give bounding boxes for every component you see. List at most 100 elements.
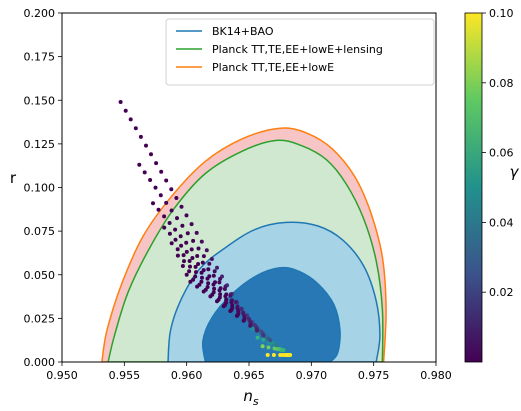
legend: BK14+BAO Planck TT,TE,EE+lowE+lensing Pl… [165, 18, 435, 86]
data-point-line4-10 [229, 300, 234, 305]
data-point-line5-2 [188, 264, 192, 269]
y-tick-label-0-100: 0.100 [24, 182, 56, 195]
colorbar-label: γ [510, 163, 520, 181]
data-point-line1-11 [196, 246, 201, 251]
data-point-line8-13 [274, 343, 279, 348]
y-tick-label-0-025: 0.025 [24, 312, 56, 325]
data-point-line2-3 [167, 221, 172, 225]
x-tick-label-0-960: 0.960 [171, 369, 203, 382]
data-point-line5-1 [182, 259, 186, 264]
data-point-line8-14 [281, 348, 286, 353]
y-tick-label-0-150: 0.150 [24, 94, 56, 107]
data-point-line2-2 [162, 214, 167, 219]
data-point-line0-8 [159, 169, 164, 174]
data-point-line0-9 [164, 178, 169, 183]
data-point-line8-0 [188, 279, 193, 284]
colorbar: 0.02 0.04 0.06 0.08 0.10 γ [464, 7, 520, 363]
data-point-line4-8 [217, 288, 222, 293]
data-point-line4-3 [187, 259, 192, 263]
data-point-line5-7 [218, 292, 223, 297]
data-point-line0-7 [154, 161, 159, 166]
y-tick-label-0-125: 0.125 [24, 138, 56, 151]
data-point-line4-6 [205, 276, 210, 281]
data-point-line2-12 [217, 280, 222, 285]
data-point-line0-13 [184, 213, 189, 218]
data-point-line1-7 [175, 216, 179, 221]
data-point-line0-1 [123, 108, 128, 113]
y-tick-label-0-200: 0.200 [24, 7, 56, 20]
colorbar-tick-label-0-10: 0.10 [489, 7, 514, 20]
x-tick-label-0-950: 0.950 [46, 369, 78, 382]
data-point-line0-28 [260, 344, 265, 349]
data-point-line1-5 [164, 200, 169, 205]
legend-box [165, 18, 435, 86]
x-axis: 0.950 0.955 0.960 0.965 0.970 0.975 0.980 [46, 362, 452, 382]
y-tick-label-0-175: 0.175 [24, 51, 56, 64]
y-axis: 0.000 0.025 0.050 0.075 0.100 0.125 0.150 0.175… [24, 7, 62, 369]
data-point-line8-6 [228, 309, 233, 313]
data-point-line8-9 [248, 323, 253, 328]
data-point-line2-13 [222, 287, 227, 291]
data-point-line0-19 [215, 265, 219, 270]
contour-bk14-bao-68 [201, 266, 341, 362]
data-point-line1-12 [201, 254, 206, 259]
data-point-line8-12 [268, 338, 273, 343]
data-point-line4-9 [223, 294, 228, 299]
data-point-line4-2 [181, 253, 186, 258]
x-tick-label-0-975: 0.975 [358, 369, 390, 382]
legend-label-planck-lowe: Planck TT,TE,EE+lowE [212, 61, 334, 74]
data-point-line2-4 [173, 227, 178, 232]
data-point-line2-16 [239, 306, 244, 311]
data-point-line8-10 [254, 328, 259, 333]
data-point-line1-4 [158, 193, 163, 198]
data-point-line0-26 [250, 326, 255, 331]
data-point-line3-6 [196, 262, 201, 266]
data-point-line2-11 [211, 273, 216, 278]
data-point-line2-5 [178, 234, 183, 239]
data-point-line4-7 [211, 282, 216, 287]
data-point-line3-1 [167, 231, 172, 236]
data-point-line1-8 [180, 223, 185, 228]
colorbar-tick-label-0-02: 0.02 [489, 286, 514, 299]
data-point-line5-4 [200, 275, 204, 280]
data-point-line8-1 [195, 284, 200, 289]
data-point-line2-14 [228, 293, 233, 298]
data-point-line3-2 [173, 237, 178, 242]
data-point-line0-17 [204, 248, 209, 253]
data-point-line1-10 [191, 238, 196, 243]
contour-layer [101, 127, 387, 362]
data-point-line8-8 [241, 318, 246, 323]
data-point-line0-6 [149, 152, 153, 157]
y-tick-label-0-000: 0.000 [24, 356, 56, 369]
data-point-line3-0 [162, 225, 167, 230]
data-point-line1-6 [169, 208, 174, 213]
data-point-line1-0 [137, 162, 142, 167]
data-point-line6-0 [180, 264, 185, 268]
data-point-line0-15 [194, 230, 199, 235]
data-point-line6-2 [193, 274, 198, 279]
data-point-line4-0 [169, 241, 174, 246]
data-point-line1-13 [207, 261, 212, 266]
data-point-line1-14 [212, 269, 217, 274]
data-point-line8-2 [201, 289, 206, 294]
data-point-line0-27 [255, 335, 260, 340]
data-point-line4-4 [193, 264, 198, 269]
data-point-line8-3 [208, 294, 213, 299]
data-point-line3-5 [190, 256, 195, 260]
data-point-line7-0 [184, 272, 189, 277]
x-tick-label-0-965: 0.965 [233, 369, 265, 382]
data-point-line1-15 [218, 276, 223, 281]
data-point-line5-5 [206, 281, 211, 286]
data-point-line8-5 [221, 304, 226, 309]
data-point-line4-5 [199, 270, 204, 275]
data-point-line1-3 [153, 185, 158, 190]
colorbar-tick-label-0-04: 0.04 [489, 216, 514, 229]
data-point-line0-4 [138, 134, 143, 139]
data-point-line8-15 [288, 353, 293, 357]
data-point-line0-29 [265, 353, 270, 357]
data-point-line2-15 [233, 300, 238, 305]
data-point-line2-9 [200, 260, 205, 265]
data-point-line1-24 [266, 345, 271, 350]
data-point-line2-0 [151, 201, 155, 206]
